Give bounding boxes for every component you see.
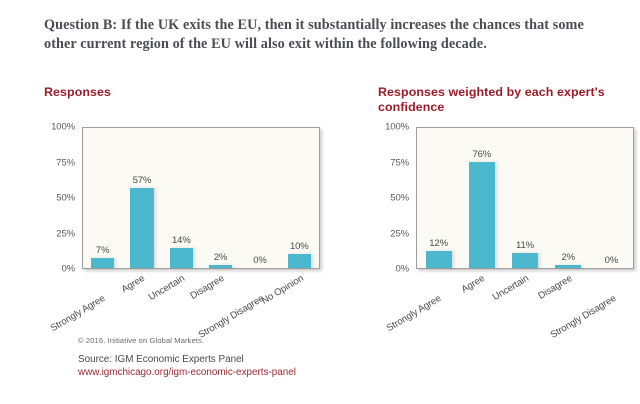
bar[interactable]: 2% [208, 252, 233, 268]
copyright-text: © 2016. Initiative on Global Markets. [78, 336, 205, 345]
bar[interactable]: 2% [555, 252, 582, 268]
x-slot: Uncertain [147, 269, 201, 341]
bar[interactable]: 76% [468, 149, 495, 268]
x-slot: Strongly Agree [385, 269, 460, 341]
bar[interactable]: 57% [130, 175, 154, 268]
x-slot: No Opinion [260, 269, 320, 341]
bar-slot: 57% [122, 128, 161, 268]
y-tick-label: 100% [51, 121, 75, 133]
x-slot: Strongly Agree [49, 269, 122, 341]
y-tick-label: 0% [395, 263, 409, 275]
bar-value-label: 14% [171, 235, 191, 247]
x-tick-label: Strongly Agree [49, 293, 108, 335]
bar-slot: 14% [162, 128, 201, 268]
x-axis-responses: Strongly Agree Agree Uncertain Disagree Stro… [49, 269, 320, 341]
bar-value-label: 7% [95, 245, 110, 257]
x-slot: Agree [460, 269, 504, 341]
bar-group-responses: 7% 57% 14% 2% 0% 10% [83, 128, 319, 268]
bar[interactable]: 12% [425, 238, 452, 268]
bar-slot: 2% [201, 128, 240, 268]
x-slot: Strongly Disagree [548, 269, 634, 341]
x-axis-weighted: Strongly Agree Agree Uncertain Disagree Stro… [385, 269, 634, 341]
bar-slot: 11% [503, 128, 546, 268]
footer-responses: © 2016. Initiative on Global Markets. So… [78, 336, 338, 379]
y-tick-label: 25% [390, 228, 409, 239]
y-axis-responses: 0% 25% 50% 75% 100% [44, 122, 80, 275]
y-tick-label: 50% [390, 192, 409, 204]
bar-slot: 2% [547, 128, 590, 268]
panel-responses: Responses 0% 25% 50% 75% 100% 7% 57% 14% 2% 0% 10… [44, 85, 320, 378]
page-title: Question B: If the UK exits the EU, then… [44, 17, 584, 52]
panel-weighted: Responses weighted by each expert's conf… [326, 0, 640, 404]
chart-responses: 0% 25% 50% 75% 100% 7% 57% 14% 2% 0% 10% Strongly… [44, 122, 320, 341]
y-tick-label: 75% [56, 157, 75, 168]
plot-area-responses: 7% 57% 14% 2% 0% 10% [82, 127, 320, 269]
bar-value-label: 57% [132, 175, 152, 187]
bar-value-label: 2% [561, 252, 575, 264]
y-tick-label: 0% [61, 263, 75, 275]
y-tick-label: 75% [390, 157, 409, 168]
x-slot: Agree [119, 269, 162, 341]
bar-slot: 10% [280, 128, 319, 268]
source-url-link[interactable]: www.igmchicago.org/igm-economic-experts-… [78, 366, 296, 378]
bar[interactable]: 7% [90, 245, 115, 268]
plot-area-weighted: 12% 76% 11% 2% 0% [416, 127, 634, 269]
bar-value-label: 10% [289, 241, 309, 252]
bar[interactable]: 11% [512, 240, 538, 268]
panel-title-weighted: Responses weighted by each expert's conf… [378, 85, 605, 114]
bar-value-label: 76% [472, 148, 492, 160]
x-tick-label: Strongly Agree [385, 293, 444, 335]
bar-group-weighted: 12% 76% 11% 2% 0% [417, 128, 633, 268]
panel-title-responses: Responses [44, 85, 112, 99]
bar[interactable]: 14% [169, 235, 194, 268]
bar-slot: 7% [83, 128, 122, 268]
chart-weighted: 0% 25% 50% 75% 100% 12% 76% 11% 2% 0% Strongly A… [378, 122, 634, 341]
x-tick-label: Agree [119, 273, 148, 296]
y-tick-label: 25% [56, 228, 75, 239]
bar-value-label: 2% [213, 252, 228, 264]
bar-slot: 76% [460, 128, 503, 268]
y-tick-label: 100% [385, 121, 409, 133]
y-tick-label: 50% [56, 192, 75, 204]
x-slot: Uncertain [491, 269, 547, 341]
bar-slot: 12% [417, 128, 460, 268]
bar-value-label: 0% [604, 255, 619, 266]
bar[interactable]: 10% [287, 241, 312, 268]
bar-slot: 0% [240, 128, 279, 268]
bar-value-label: 12% [429, 238, 448, 250]
x-slot: Strongly Disagree [197, 269, 281, 341]
source-text: Source: IGM Economic Experts Panel [78, 354, 244, 365]
bar-value-label: 11% [515, 239, 535, 251]
x-tick-label: Agree [459, 273, 488, 296]
y-axis-weighted: 0% 25% 50% 75% 100% [378, 122, 414, 275]
bar-value-label: 0% [253, 255, 267, 266]
bar-slot: 0% [590, 128, 633, 268]
